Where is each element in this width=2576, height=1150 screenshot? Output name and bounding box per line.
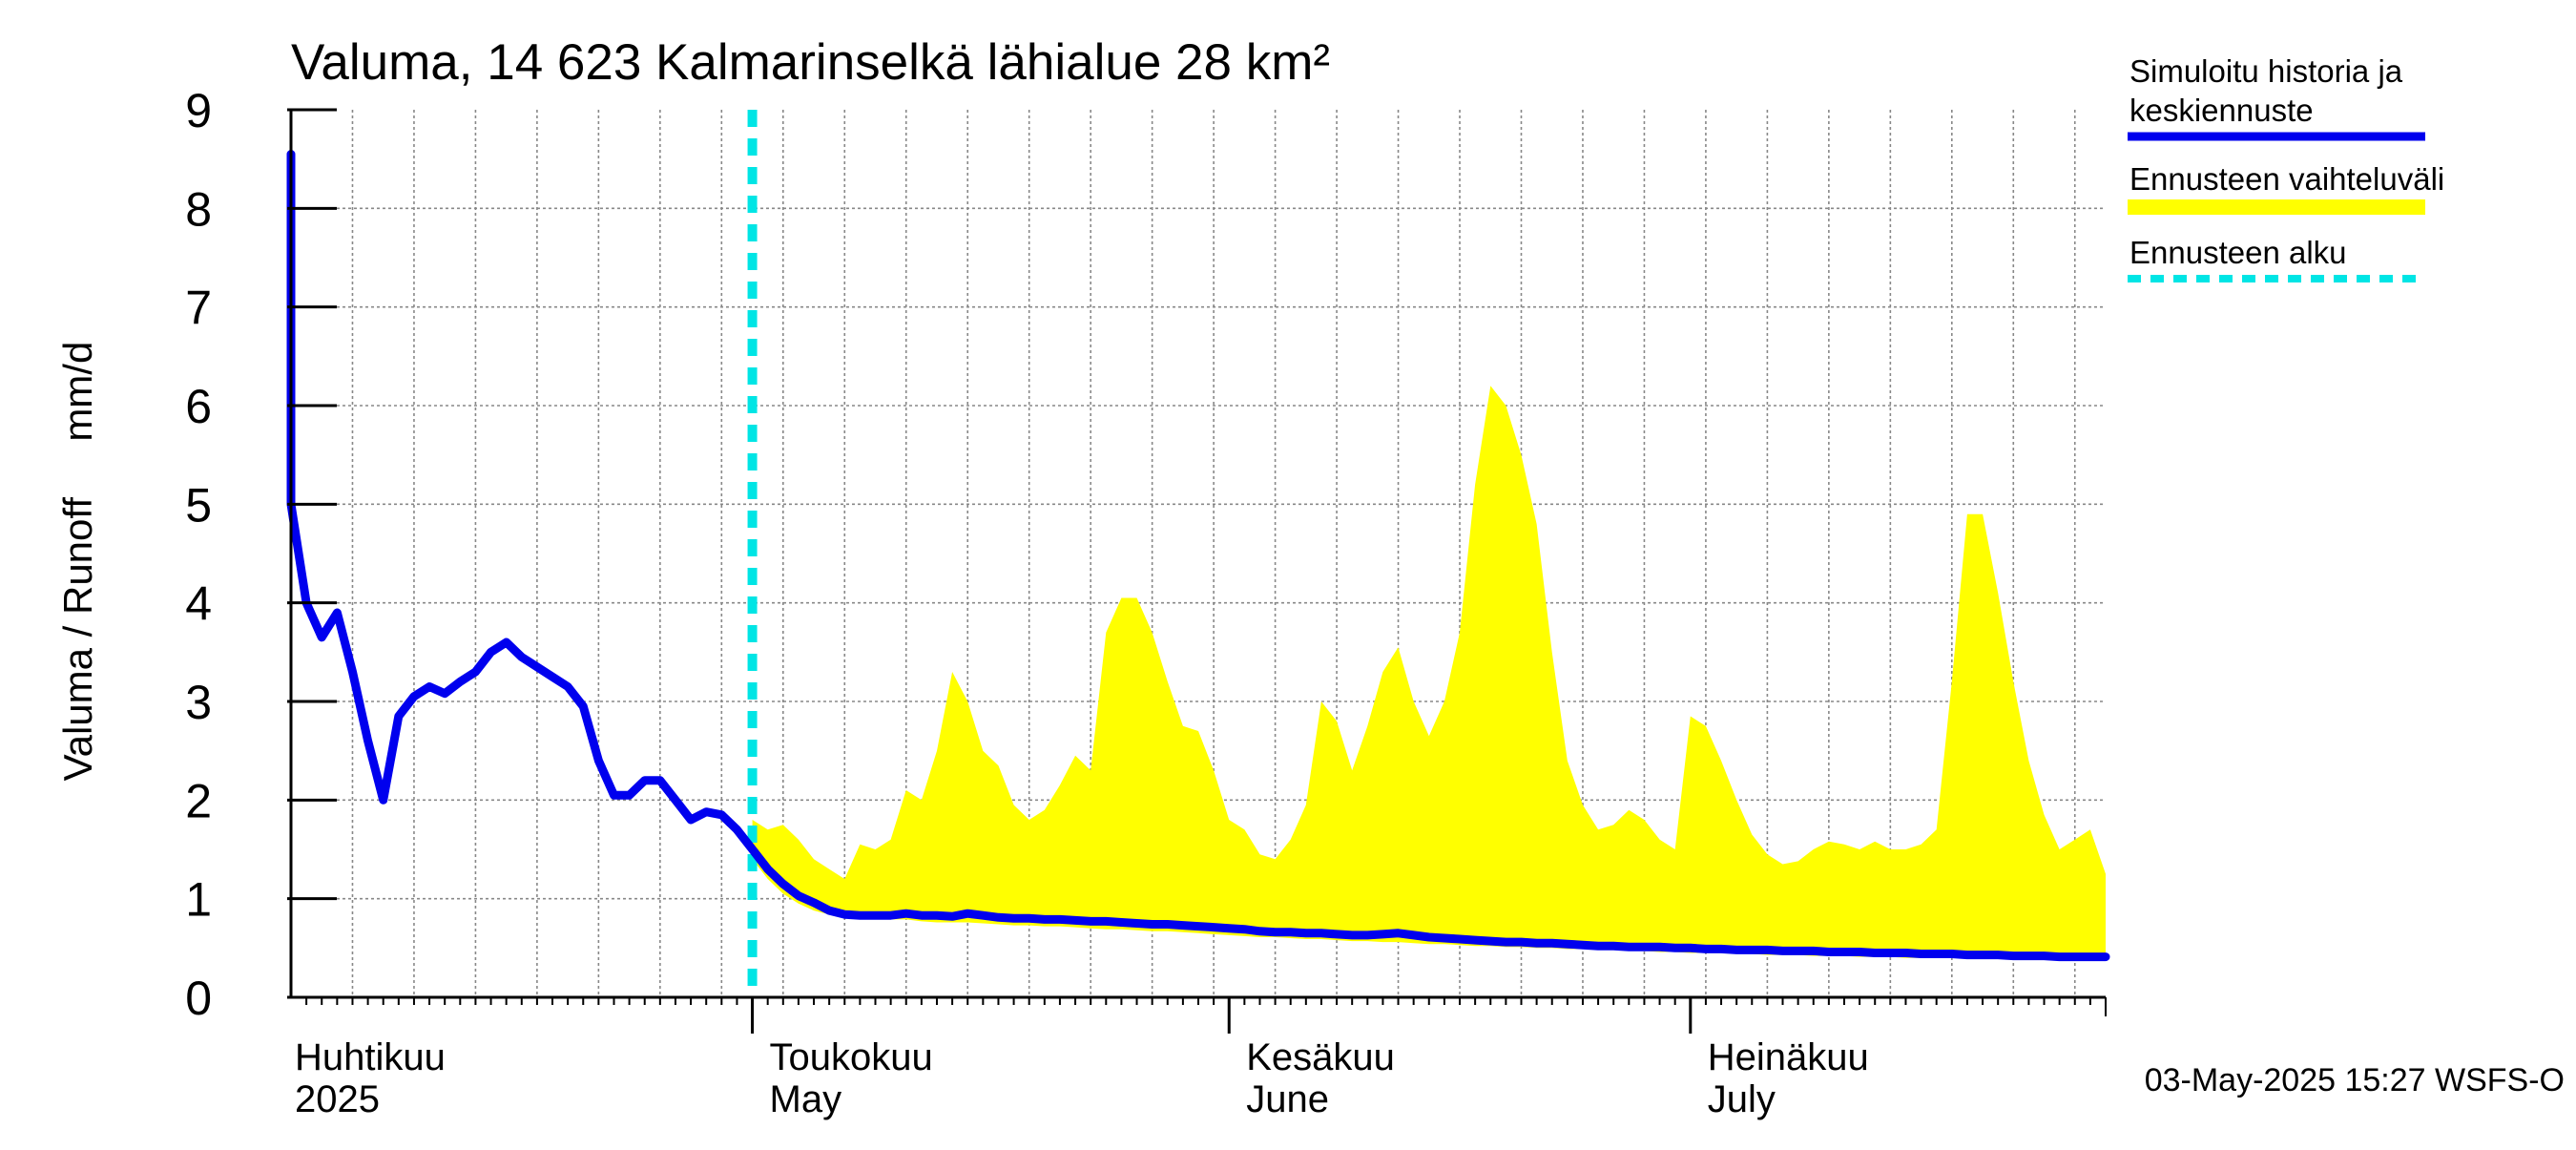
y-tick-label: 7 <box>185 282 212 335</box>
y-tick-label: 2 <box>185 774 212 827</box>
legend: Simuloitu historia ja keskiennuste Ennuste… <box>2128 53 2444 282</box>
y-axis-label: Valuma / Runoff mm/d <box>55 342 100 782</box>
month-label-en: 2025 <box>295 1078 380 1120</box>
y-tick-label: 5 <box>185 478 212 532</box>
forecast-range-band <box>752 386 2106 961</box>
y-axis-ticks: 0 1 2 3 4 5 6 7 8 9 <box>185 84 337 1025</box>
y-tick-label: 1 <box>185 873 212 927</box>
legend-label: Ennusteen vaihteluväli <box>2129 161 2444 197</box>
month-label-en: July <box>1708 1078 1776 1120</box>
forecast-range-band-layer <box>752 386 2106 961</box>
footer-timestamp: 03-May-2025 15:27 WSFS-O <box>2145 1062 2565 1098</box>
chart-title: Valuma, 14 623 Kalmarinselkä lähialue 28… <box>291 34 1330 91</box>
median-line-layer <box>286 150 2110 962</box>
y-tick-label: 9 <box>185 84 212 137</box>
y-tick-label: 6 <box>185 380 212 433</box>
y-tick-label: 3 <box>185 676 212 729</box>
month-label-fi: Toukokuu <box>770 1036 933 1078</box>
legend-label: Simuloitu historia ja <box>2129 53 2403 89</box>
median-forecast-line <box>286 150 2110 962</box>
y-tick-label: 4 <box>185 577 212 631</box>
month-label-fi: Huhtikuu <box>295 1036 446 1078</box>
month-label-fi: Kesäkuu <box>1246 1036 1395 1078</box>
month-label-en: June <box>1246 1078 1329 1120</box>
month-label-en: May <box>770 1078 842 1120</box>
y-tick-label: 0 <box>185 972 212 1025</box>
y-tick-label: 8 <box>185 182 212 236</box>
legend-label: keskiennuste <box>2129 93 2314 128</box>
month-label-fi: Heinäkuu <box>1708 1036 1869 1078</box>
x-axis-ticks <box>305 997 2091 1005</box>
legend-label: Ennusteen alku <box>2129 235 2347 270</box>
